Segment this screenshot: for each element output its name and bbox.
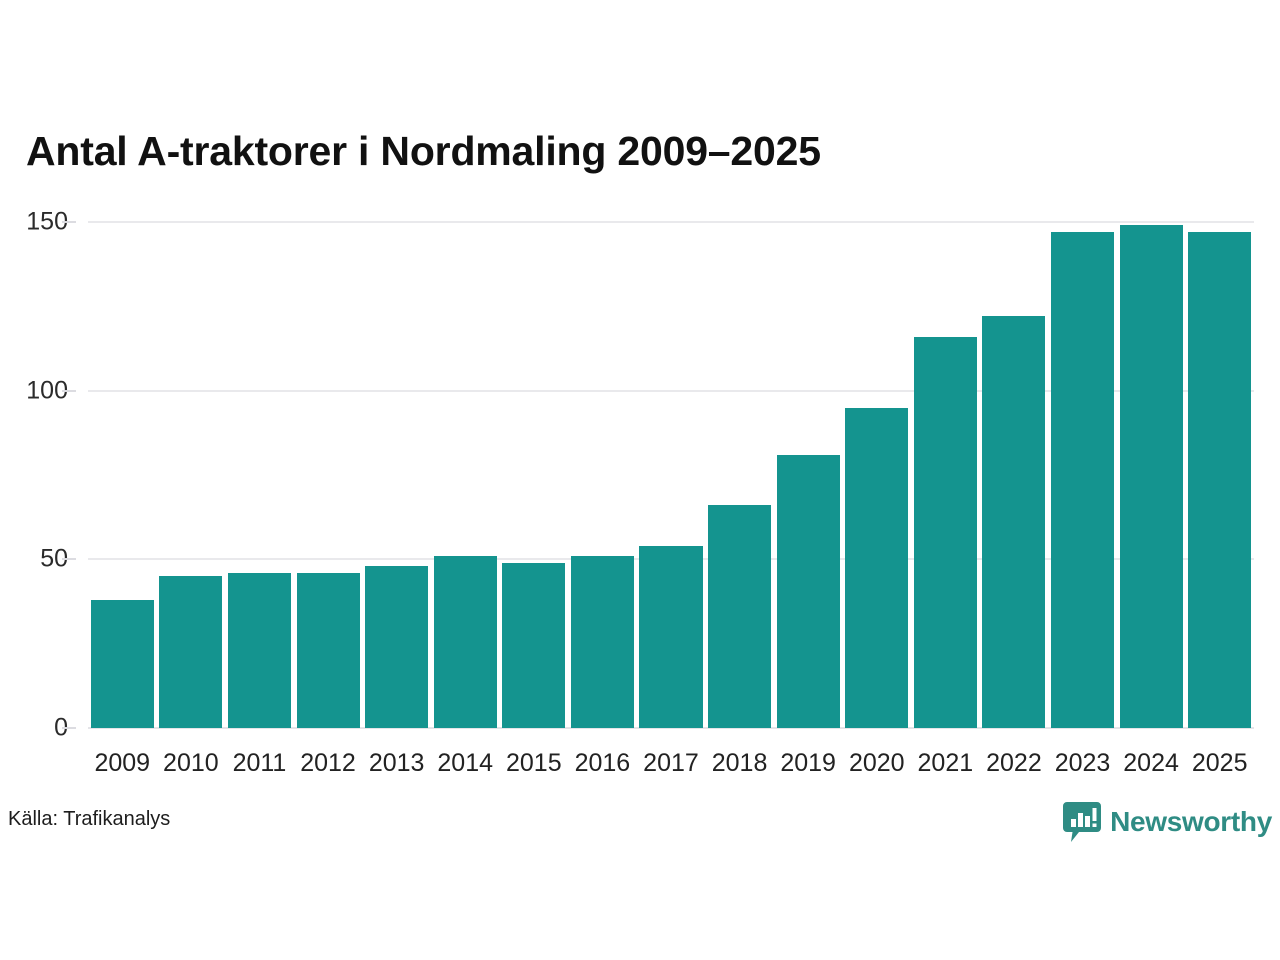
x-axis-tick-label: 2010	[163, 749, 219, 777]
y-axis-tick-label: 0	[54, 713, 68, 742]
bar	[502, 562, 566, 728]
bar	[708, 505, 772, 728]
x-axis-tick-label: 2022	[986, 749, 1042, 777]
x-axis-tick-label: 2018	[711, 749, 768, 777]
x-axis-tick-label: 2013	[368, 749, 425, 777]
newsworthy-bar-chart-badge-icon	[1063, 800, 1102, 844]
x-axis-tick-label: 2017	[643, 749, 699, 777]
page-title: Antal A-traktorer i Nordmaling 2009–2025	[26, 128, 821, 174]
gridline	[88, 389, 1254, 392]
source-note: Källa: Trafikanalys	[8, 808, 171, 830]
y-axis-tick-label: 150	[26, 207, 68, 236]
bar	[1119, 225, 1183, 728]
plot-area	[88, 221, 1254, 729]
x-axis-tick-label: 2021	[917, 749, 974, 777]
bar	[913, 336, 977, 728]
bar	[639, 545, 703, 728]
x-axis-tick-label: 2015	[505, 749, 562, 777]
x-axis-tick-label: 2011	[232, 749, 287, 777]
y-axis-tick-mark	[62, 727, 76, 729]
x-axis-tick-label: 2014	[437, 749, 494, 777]
gridline	[88, 727, 1254, 729]
gridline	[88, 221, 1254, 223]
x-axis-ticks: 2009 2010 2011 2012 2013 2014 2015 2016 2017 2018…	[88, 748, 1254, 784]
bar	[90, 599, 154, 728]
y-axis-tick-label: 100	[26, 376, 68, 405]
bar	[982, 316, 1046, 728]
y-axis-tick-label: 50	[40, 544, 68, 573]
y-axis-tick-mark	[62, 389, 76, 392]
bar	[433, 555, 497, 728]
x-axis-tick-label: 2020	[848, 749, 905, 777]
bar	[1188, 232, 1252, 728]
bar	[296, 572, 360, 728]
bar	[1050, 232, 1115, 728]
bar	[365, 566, 429, 728]
x-axis-tick-label: 2024	[1123, 749, 1179, 777]
bar	[776, 454, 840, 728]
y-axis-tick-mark	[62, 221, 76, 223]
bar	[845, 407, 909, 728]
bar-series	[88, 222, 1254, 728]
y-axis-tick-mark	[62, 558, 76, 561]
newsworthy-logo: Newsworthy	[1063, 800, 1272, 844]
newsworthy-logo-text: Newsworthy	[1110, 806, 1272, 837]
x-axis-tick-label: 2023	[1054, 749, 1111, 777]
bar	[570, 555, 634, 728]
bar	[227, 572, 291, 728]
x-axis-tick-label: 2009	[94, 749, 151, 777]
x-axis-tick-label: 2025	[1191, 749, 1248, 777]
x-axis-tick-label: 2012	[300, 749, 356, 777]
x-axis-tick-label: 2016	[574, 749, 631, 777]
bar	[159, 576, 223, 728]
x-axis-tick-label: 2019	[780, 749, 836, 777]
